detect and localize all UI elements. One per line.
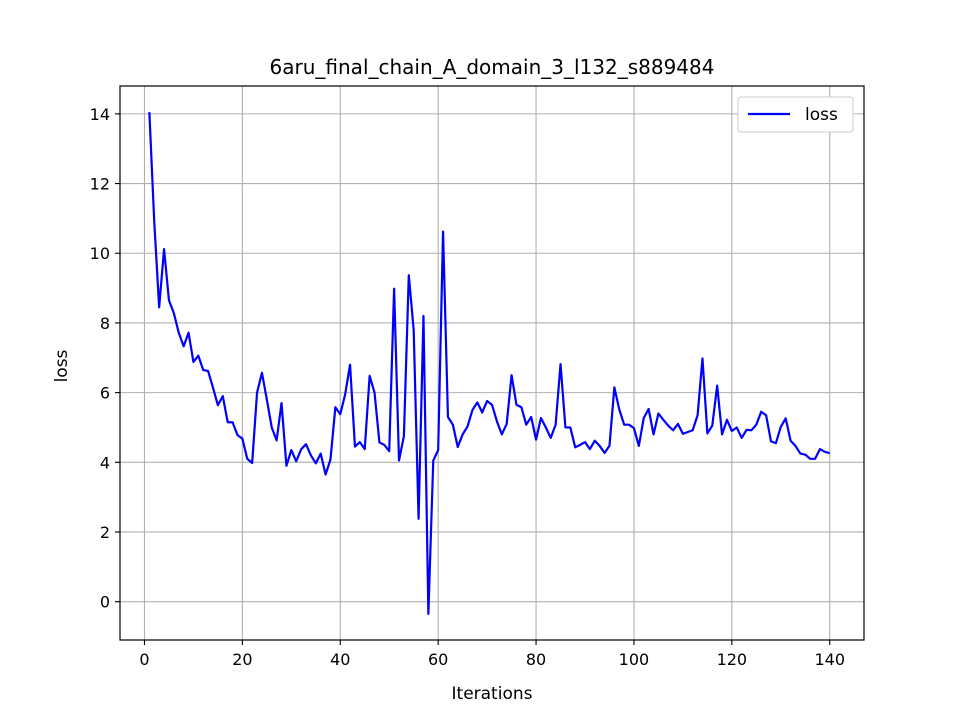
x-tick-label: 0	[139, 650, 149, 669]
grid	[120, 86, 864, 640]
y-tick-label: 10	[90, 244, 110, 263]
y-axis-ticks: 0 2 4 6 8 10 12 14	[90, 105, 120, 612]
axes-frame	[119, 85, 865, 641]
legend-box	[737, 96, 854, 133]
x-tick-label: 20	[232, 650, 252, 669]
y-tick-label: 12	[90, 175, 110, 194]
y-tick-label: 2	[100, 523, 110, 542]
x-tick-label: 120	[717, 650, 748, 669]
legend: loss	[737, 96, 854, 133]
plot-area	[148, 112, 831, 615]
legend-label-loss: loss	[805, 105, 838, 125]
y-tick-label: 6	[100, 384, 110, 403]
y-tick-label: 4	[100, 453, 110, 472]
series-line-loss	[148, 112, 831, 615]
x-tick-label: 100	[619, 650, 650, 669]
x-tick-label: 140	[814, 650, 845, 669]
x-tick-label: 80	[526, 650, 546, 669]
y-axis-label: loss	[52, 349, 72, 382]
chart-title: 6aru_final_chain_A_domain_3_l132_s889484	[270, 55, 715, 79]
y-tick-label: 14	[90, 105, 110, 124]
y-tick-label: 8	[100, 314, 110, 333]
y-tick-label: 0	[100, 593, 110, 612]
x-tick-label: 40	[330, 650, 350, 669]
x-axis-label: Iterations	[452, 684, 533, 704]
x-axis-ticks: 0 20 40 60 80 100 120 140	[139, 640, 845, 669]
x-tick-label: 60	[428, 650, 448, 669]
